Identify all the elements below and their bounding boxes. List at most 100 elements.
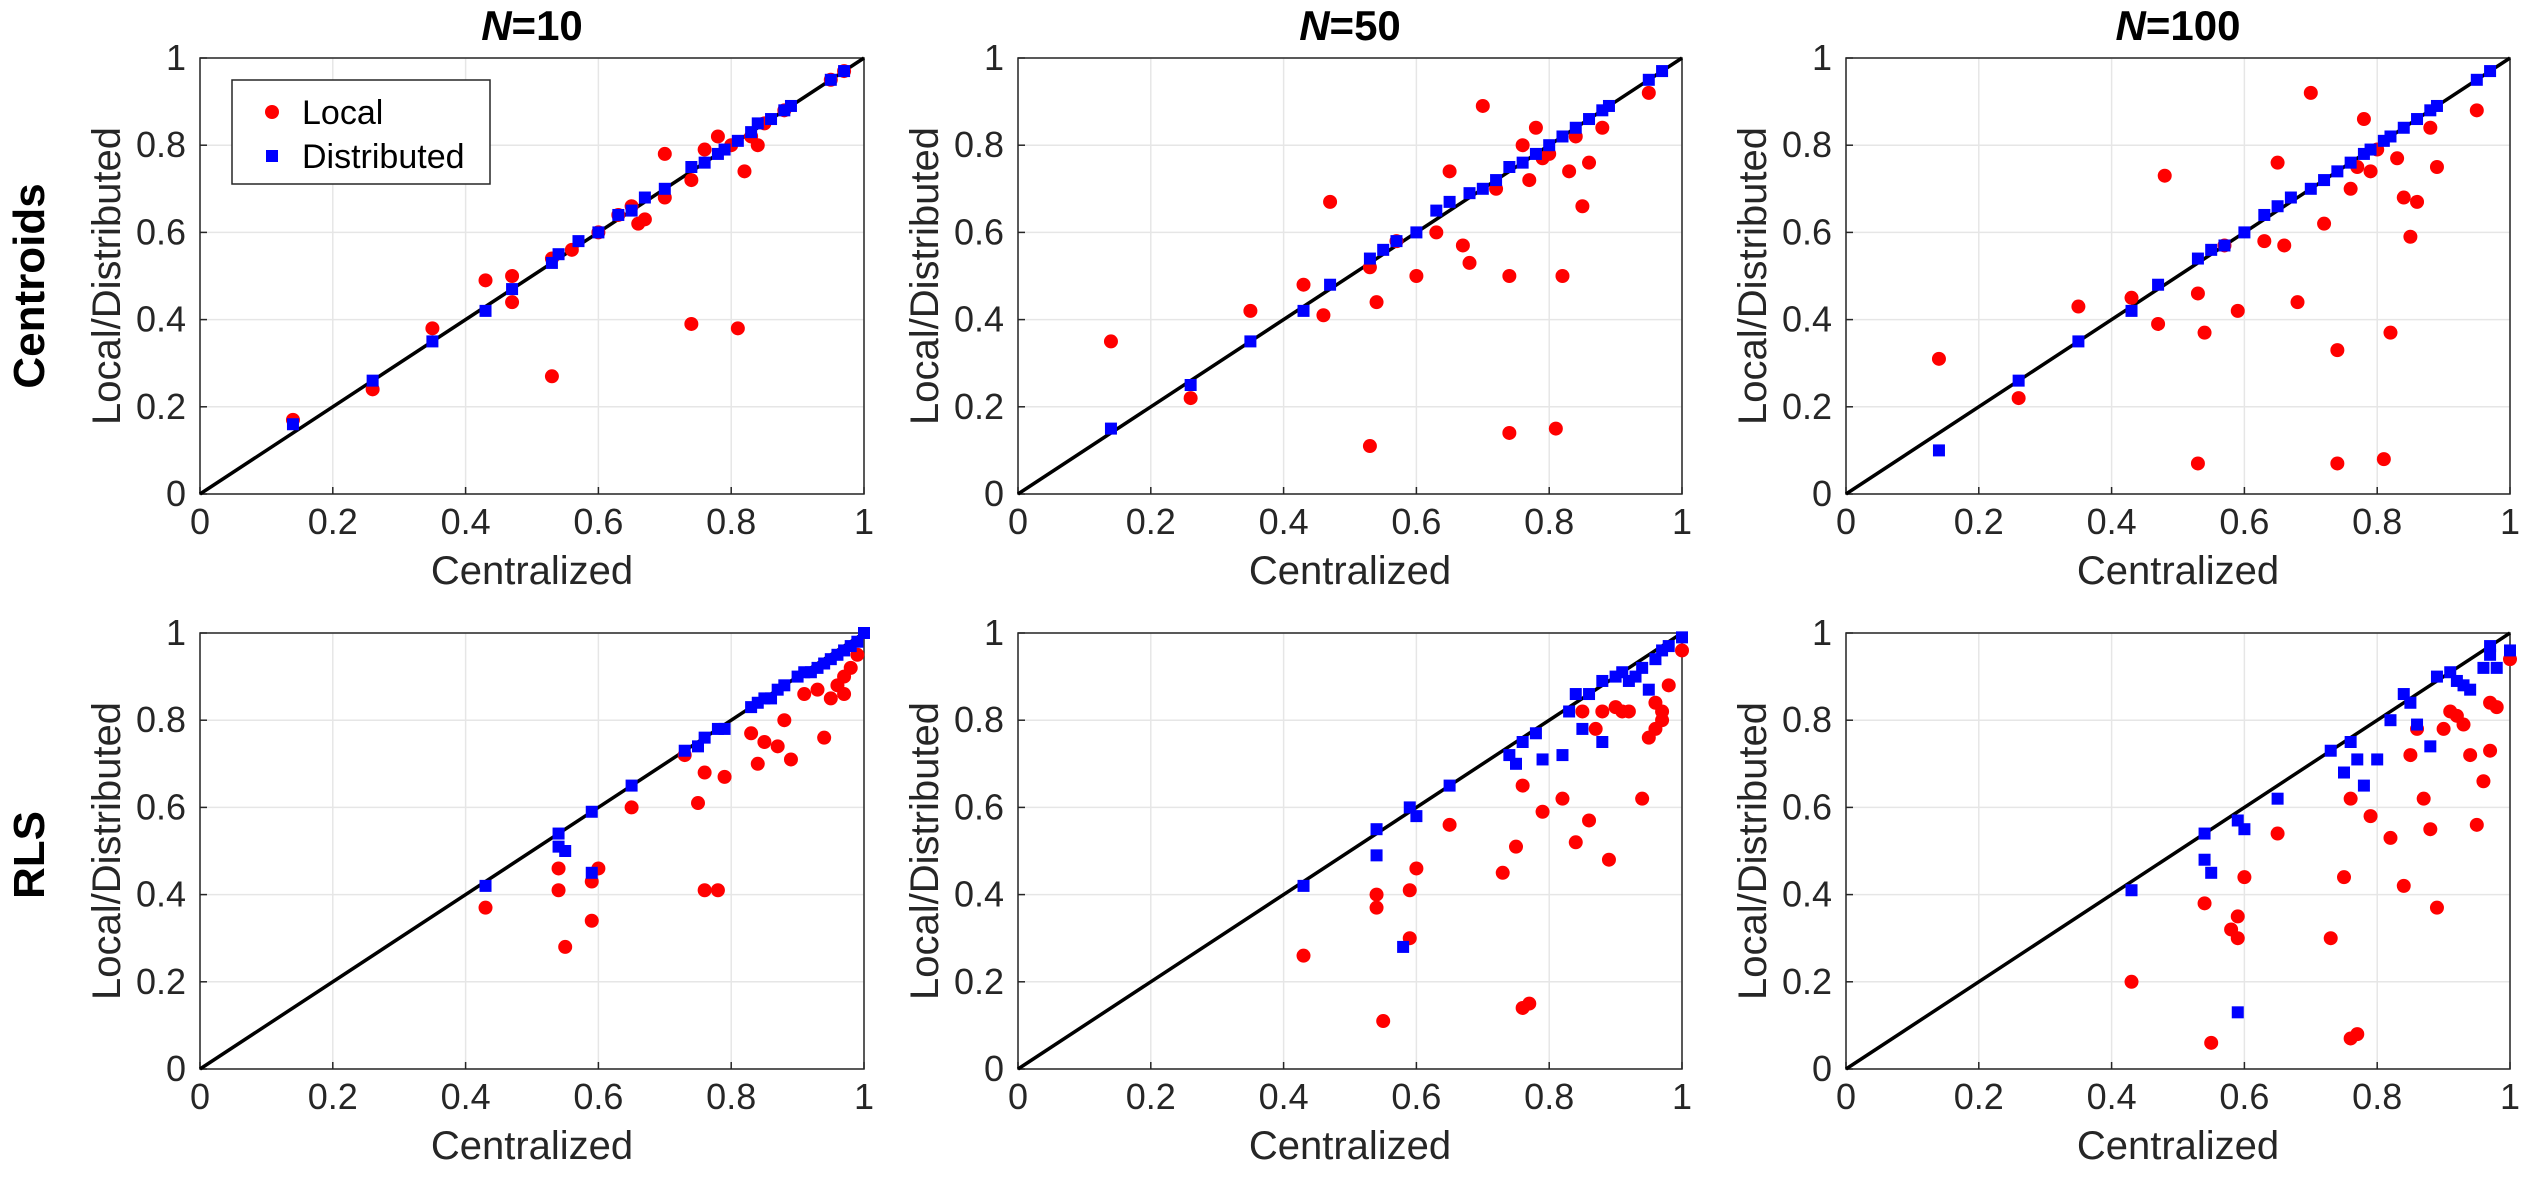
- x-tick-label: 0.2: [1954, 501, 2004, 542]
- local-point: [697, 883, 712, 898]
- local-point: [697, 765, 712, 780]
- distributed-point: [2231, 1006, 2244, 1019]
- local-point: [1528, 120, 1543, 135]
- x-axis-label: Centralized: [1249, 549, 1451, 593]
- distributed-point: [479, 304, 492, 317]
- x-tick-label: 0.8: [706, 1076, 756, 1117]
- local-point: [558, 939, 573, 954]
- local-point: [710, 129, 725, 144]
- local-point: [2350, 1027, 2365, 1042]
- distributed-point: [2238, 823, 2251, 836]
- local-point: [1515, 138, 1530, 153]
- x-tick-label: 0.2: [1126, 1076, 1176, 1117]
- local-point: [2476, 774, 2491, 789]
- distributed-point: [366, 374, 379, 387]
- local-point: [1522, 996, 1537, 1011]
- legend-distributed-label: Distributed: [302, 138, 465, 176]
- local-point: [2429, 900, 2444, 915]
- x-tick-label: 0.4: [1259, 1076, 1309, 1117]
- distributed-point: [552, 827, 565, 840]
- distributed-point: [1556, 749, 1569, 762]
- distributed-point: [2470, 73, 2483, 86]
- distributed-point: [2484, 640, 2497, 653]
- distributed-point: [698, 156, 711, 169]
- distributed-point: [1536, 753, 1549, 766]
- x-axis-label: Centralized: [1249, 1124, 1451, 1168]
- x-tick-label: 0.6: [573, 1076, 623, 1117]
- distributed-point: [1503, 161, 1516, 173]
- distributed-point: [2477, 661, 2490, 674]
- subplot-rls-3: 0 0.2 0.4 0.6 0.8 1 0 0.2 0.4 0.6 0.8 1 Centralized L…: [1731, 612, 2520, 1168]
- y-tick-label: 0.8: [954, 124, 1004, 165]
- local-point: [1369, 900, 1384, 915]
- x-tick-label: 0.2: [1954, 1076, 2004, 1117]
- y-tick-label: 0.6: [1782, 786, 1832, 827]
- local-point: [2190, 456, 2205, 471]
- local-point: [2343, 791, 2358, 806]
- local-point: [744, 726, 759, 741]
- local-point: [1103, 334, 1118, 349]
- local-point: [777, 713, 792, 728]
- local-point: [1362, 439, 1377, 454]
- distributed-point: [1244, 335, 1257, 348]
- distributed-point: [778, 679, 791, 692]
- local-point: [1931, 351, 1946, 366]
- x-tick-label: 0: [1836, 501, 1856, 542]
- local-point: [2456, 717, 2471, 732]
- distributed-point: [1932, 444, 1945, 457]
- y-tick-label: 0.4: [954, 874, 1004, 915]
- local-point: [505, 269, 520, 283]
- distributed-point: [1510, 757, 1522, 770]
- local-point: [1655, 713, 1670, 728]
- distributed-point: [2284, 191, 2297, 204]
- distributed-point: [1443, 195, 1456, 208]
- distributed-point: [685, 161, 698, 173]
- column-title: N=100: [2116, 2, 2241, 49]
- x-tick-label: 0.8: [2352, 1076, 2402, 1117]
- distributed-point: [751, 117, 764, 130]
- local-point: [2303, 85, 2318, 100]
- local-point: [2317, 216, 2332, 231]
- y-tick-label: 0.4: [136, 874, 186, 915]
- local-point: [2230, 303, 2245, 318]
- distributed-point: [1430, 204, 1443, 217]
- local-point: [2463, 748, 2478, 763]
- local-point: [1641, 85, 1656, 100]
- x-tick-label: 1: [1672, 501, 1692, 542]
- local-point: [1409, 269, 1424, 283]
- x-tick-label: 0.2: [308, 501, 358, 542]
- local-point: [737, 164, 752, 179]
- distributed-point: [2384, 714, 2397, 727]
- y-tick-label: 1: [166, 612, 186, 653]
- diagonal-line: [1017, 56, 1683, 496]
- distributed-point: [1410, 226, 1423, 239]
- distributed-point: [426, 335, 439, 348]
- local-point: [1675, 643, 1689, 658]
- distributed-point: [1583, 113, 1596, 126]
- x-tick-label: 0.6: [2219, 501, 2269, 542]
- distributed-point: [2397, 121, 2410, 134]
- local-point: [837, 687, 852, 702]
- row-title: RLS: [5, 811, 54, 899]
- distributed-point: [1490, 174, 1503, 187]
- local-point: [1522, 173, 1537, 188]
- local-point: [2403, 229, 2418, 244]
- x-tick-label: 0.4: [1259, 501, 1309, 542]
- distributed-point: [1443, 779, 1456, 792]
- distributed-point: [2125, 884, 2138, 897]
- y-tick-label: 0: [984, 1048, 1004, 1089]
- y-tick-label: 0.6: [954, 211, 1004, 252]
- distributed-point: [1556, 130, 1569, 143]
- local-point: [551, 861, 566, 876]
- local-point: [2483, 743, 2498, 758]
- distributed-point: [1642, 73, 1655, 86]
- distributed-point: [1596, 674, 1609, 687]
- distributed-point: [2198, 853, 2211, 866]
- distributed-point: [1297, 879, 1310, 892]
- distributed-point: [2411, 718, 2424, 731]
- x-axis-label: Centralized: [431, 549, 633, 593]
- y-tick-label: 1: [1812, 612, 1832, 653]
- distributed-point: [2238, 226, 2251, 239]
- y-tick-label: 0: [166, 1048, 186, 1089]
- axes-box: [199, 632, 865, 1070]
